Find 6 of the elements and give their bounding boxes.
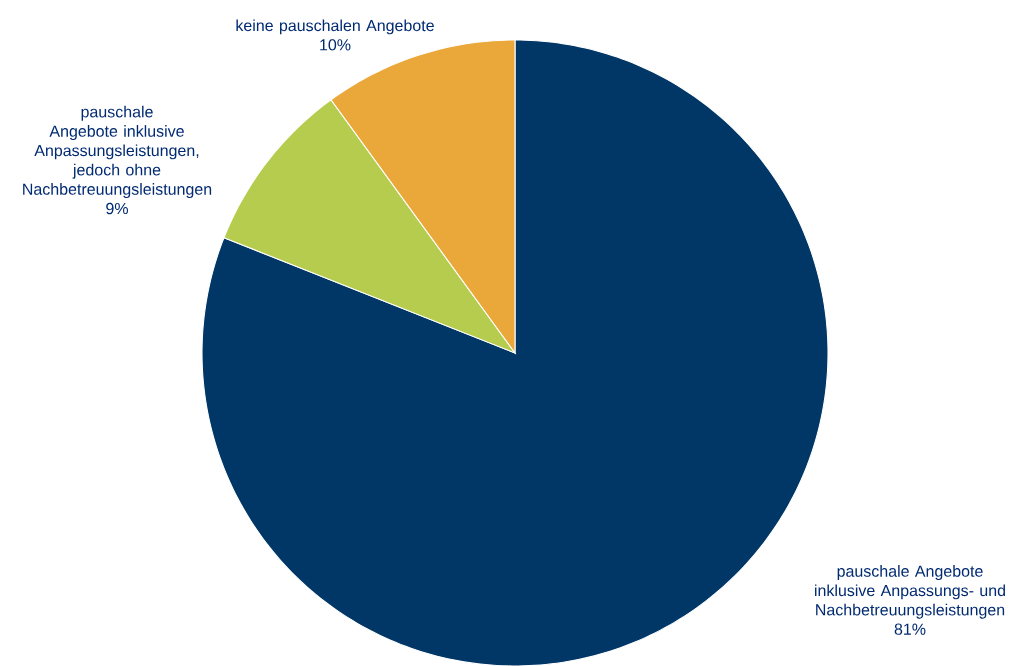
data-label: 81% — [894, 623, 926, 635]
slice-label: pauschale Angebote inklusive Anpassungsleistungen, jedoch ohne Nachbetreuungsleistungen — [23, 105, 212, 199]
data-label: 9% — [106, 202, 128, 215]
slice-label: keine pauschalen Angebote — [236, 19, 434, 35]
data-label: 10% — [320, 39, 351, 51]
slice-label: pauschale Angebote inklusive Anpassungs- und Nachbetreuungsleistungen — [815, 565, 1005, 619]
